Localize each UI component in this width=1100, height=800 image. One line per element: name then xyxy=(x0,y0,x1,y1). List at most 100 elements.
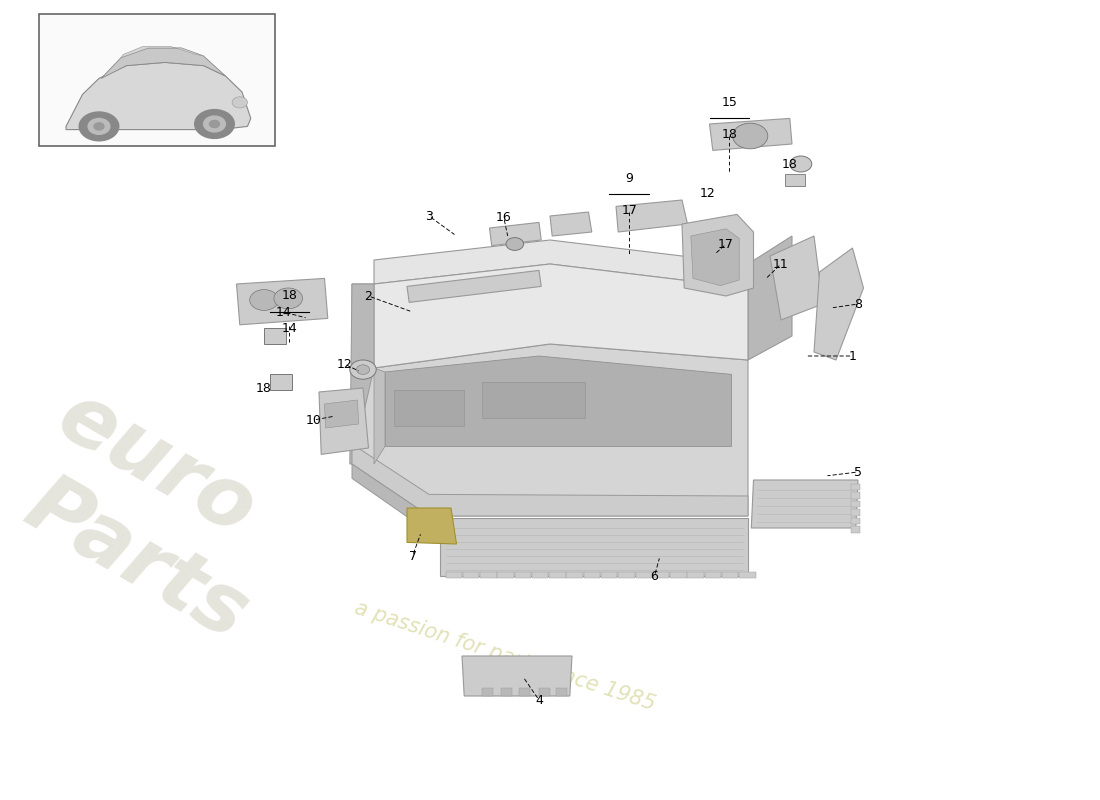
FancyBboxPatch shape xyxy=(670,572,686,578)
Polygon shape xyxy=(121,46,204,58)
Polygon shape xyxy=(350,284,374,464)
Text: Parts: Parts xyxy=(11,464,262,656)
Text: 2: 2 xyxy=(364,290,373,302)
Polygon shape xyxy=(407,270,541,302)
Circle shape xyxy=(356,365,370,374)
FancyBboxPatch shape xyxy=(463,572,480,578)
Polygon shape xyxy=(352,284,748,516)
FancyBboxPatch shape xyxy=(532,572,549,578)
Polygon shape xyxy=(616,200,688,232)
Text: 12: 12 xyxy=(337,358,352,370)
FancyBboxPatch shape xyxy=(566,572,583,578)
Polygon shape xyxy=(490,222,541,246)
FancyBboxPatch shape xyxy=(497,572,514,578)
Polygon shape xyxy=(682,214,754,296)
FancyBboxPatch shape xyxy=(739,572,756,578)
Circle shape xyxy=(350,360,376,379)
FancyBboxPatch shape xyxy=(851,501,860,507)
Polygon shape xyxy=(691,229,739,286)
FancyBboxPatch shape xyxy=(519,688,530,696)
Circle shape xyxy=(250,290,278,310)
FancyBboxPatch shape xyxy=(618,572,635,578)
Polygon shape xyxy=(101,48,226,78)
FancyBboxPatch shape xyxy=(549,572,565,578)
Circle shape xyxy=(733,123,768,149)
Polygon shape xyxy=(319,388,369,454)
Polygon shape xyxy=(374,368,385,464)
Text: 10: 10 xyxy=(306,414,321,426)
Polygon shape xyxy=(374,240,748,288)
Text: 18: 18 xyxy=(282,290,297,302)
Polygon shape xyxy=(324,400,359,428)
FancyBboxPatch shape xyxy=(584,572,601,578)
Text: 7: 7 xyxy=(408,550,417,562)
Polygon shape xyxy=(550,212,592,236)
FancyBboxPatch shape xyxy=(688,572,704,578)
FancyBboxPatch shape xyxy=(500,688,512,696)
Circle shape xyxy=(209,120,219,127)
Text: 14: 14 xyxy=(276,306,292,318)
FancyBboxPatch shape xyxy=(446,572,462,578)
Text: 15: 15 xyxy=(722,96,737,109)
Text: 5: 5 xyxy=(854,466,862,478)
Text: 17: 17 xyxy=(621,204,637,217)
Polygon shape xyxy=(236,278,328,325)
Circle shape xyxy=(79,112,119,141)
Polygon shape xyxy=(407,508,456,544)
FancyBboxPatch shape xyxy=(482,688,493,696)
FancyBboxPatch shape xyxy=(482,382,585,418)
Text: 1: 1 xyxy=(848,350,857,362)
FancyBboxPatch shape xyxy=(480,572,496,578)
Polygon shape xyxy=(352,444,748,516)
Text: 11: 11 xyxy=(773,258,789,270)
FancyBboxPatch shape xyxy=(705,572,722,578)
FancyBboxPatch shape xyxy=(601,572,617,578)
Circle shape xyxy=(204,116,226,132)
FancyBboxPatch shape xyxy=(851,526,860,533)
Text: 18: 18 xyxy=(722,128,737,141)
Circle shape xyxy=(94,122,103,130)
Circle shape xyxy=(506,238,524,250)
Circle shape xyxy=(88,118,110,134)
FancyBboxPatch shape xyxy=(556,688,566,696)
Text: 4: 4 xyxy=(535,694,543,706)
Circle shape xyxy=(195,110,234,138)
FancyBboxPatch shape xyxy=(851,484,860,490)
FancyBboxPatch shape xyxy=(652,572,669,578)
Circle shape xyxy=(790,156,812,172)
FancyBboxPatch shape xyxy=(539,688,550,696)
Text: 6: 6 xyxy=(650,570,659,582)
FancyBboxPatch shape xyxy=(851,493,860,499)
Polygon shape xyxy=(352,464,429,532)
Text: 3: 3 xyxy=(425,210,433,222)
Text: 17: 17 xyxy=(718,238,734,250)
FancyBboxPatch shape xyxy=(636,572,652,578)
Polygon shape xyxy=(440,518,748,576)
FancyBboxPatch shape xyxy=(722,572,738,578)
FancyBboxPatch shape xyxy=(394,390,464,426)
Polygon shape xyxy=(770,236,823,320)
Circle shape xyxy=(232,97,248,108)
FancyBboxPatch shape xyxy=(270,374,292,390)
Polygon shape xyxy=(374,264,748,368)
Circle shape xyxy=(274,288,302,309)
FancyBboxPatch shape xyxy=(264,328,286,344)
FancyBboxPatch shape xyxy=(785,174,805,186)
FancyBboxPatch shape xyxy=(515,572,531,578)
Polygon shape xyxy=(462,656,572,696)
FancyBboxPatch shape xyxy=(39,14,275,146)
FancyBboxPatch shape xyxy=(851,518,860,524)
Polygon shape xyxy=(710,118,792,150)
FancyBboxPatch shape xyxy=(851,510,860,516)
Polygon shape xyxy=(748,236,792,360)
Text: 8: 8 xyxy=(854,298,862,310)
Text: euro: euro xyxy=(44,375,270,553)
Text: 14: 14 xyxy=(282,322,297,334)
Text: 12: 12 xyxy=(700,187,715,200)
Text: a passion for parts since 1985: a passion for parts since 1985 xyxy=(352,598,658,714)
Text: 9: 9 xyxy=(625,172,634,185)
Polygon shape xyxy=(385,356,732,446)
Text: 16: 16 xyxy=(496,211,512,224)
Polygon shape xyxy=(66,62,251,130)
Text: 18: 18 xyxy=(256,382,272,394)
